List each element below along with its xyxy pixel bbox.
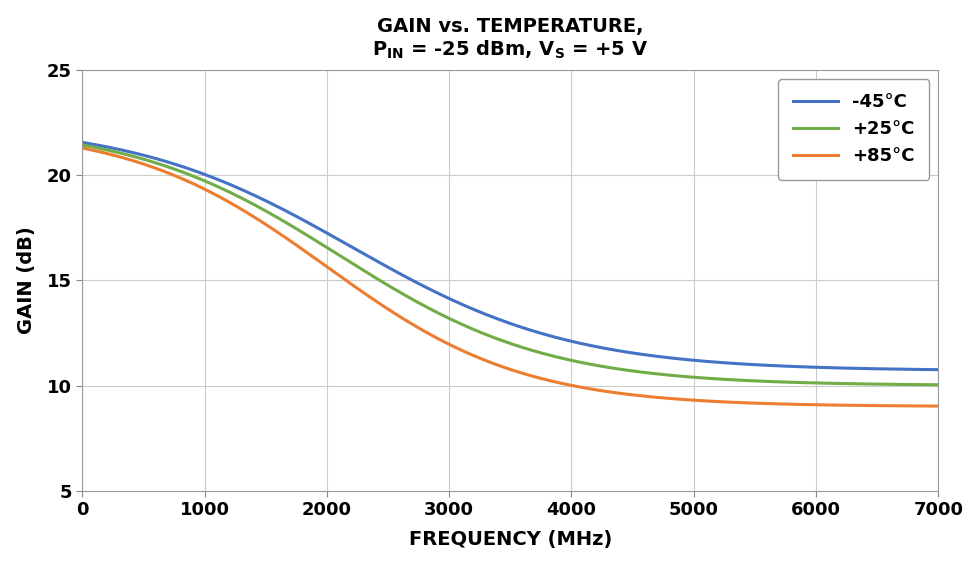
+25°C [469,327,481,334]
X-axis label: FREQUENCY (MHz): FREQUENCY (MHz) [409,530,612,550]
-45°C [469,307,481,314]
Line: +85°C: +85°C [82,148,938,406]
+85°C [76,144,88,151]
Title: GAIN vs. TEMPERATURE,
$\mathbf{P_{IN}}$ = -25 dBm, $\mathbf{V_S}$ = +5 V: GAIN vs. TEMPERATURE, $\mathbf{P_{IN}}$ … [372,16,649,61]
+25°C [751,378,762,384]
+85°C [120,155,131,162]
+85°C [932,402,944,409]
-45°C [932,366,944,373]
+85°C [469,353,481,360]
+85°C [493,362,505,369]
+25°C [120,151,131,158]
-45°C [907,366,919,373]
+25°C [493,336,505,342]
+85°C [907,402,919,409]
+25°C [76,142,88,148]
-45°C [493,316,505,323]
-45°C [751,361,762,368]
+25°C [907,381,919,388]
Y-axis label: GAIN (dB): GAIN (dB) [17,226,35,335]
+85°C [907,402,919,409]
+85°C [751,400,762,406]
-45°C [907,366,919,373]
+25°C [932,381,944,388]
Legend: -45°C, +25°C, +85°C: -45°C, +25°C, +85°C [778,79,929,180]
Line: -45°C: -45°C [82,143,938,370]
Line: +25°C: +25°C [82,145,938,385]
+25°C [907,381,919,388]
-45°C [76,139,88,146]
-45°C [120,148,131,155]
